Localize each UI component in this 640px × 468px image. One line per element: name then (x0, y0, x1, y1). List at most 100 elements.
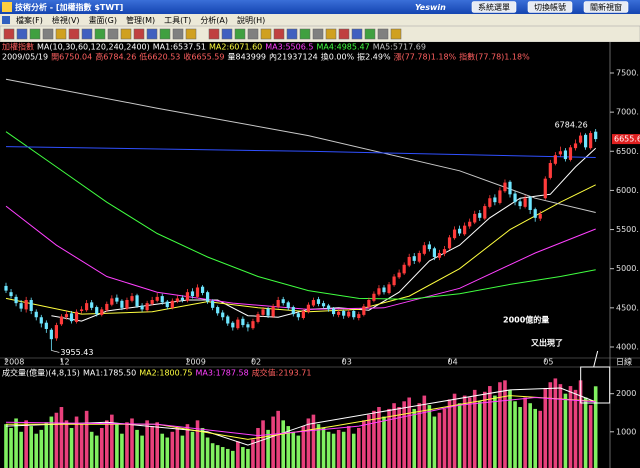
candle-body (488, 198, 492, 207)
candle-body (95, 307, 99, 315)
candle-body (427, 244, 431, 250)
candle-body (120, 300, 124, 308)
volume-bar (200, 427, 205, 468)
candle-body (563, 150, 568, 160)
toolbar-icon[interactable] (81, 28, 93, 40)
legend-item: MA2:1800.75 (139, 369, 192, 378)
volume-bar (452, 393, 457, 468)
legend-item: 指數(77.78)1.18% (459, 52, 530, 62)
volume-bar (251, 439, 255, 468)
x-tick-label: 04 (448, 358, 458, 367)
y-tick-label: 6000. (616, 186, 639, 195)
volume-bar (427, 405, 432, 468)
toolbar-icon[interactable] (120, 28, 132, 40)
menu-item[interactable]: 檔案(F) (16, 15, 43, 25)
candle-body (115, 297, 119, 302)
volume-bar (417, 403, 422, 468)
toolbar-icon[interactable] (299, 28, 311, 40)
volume-bar (538, 410, 543, 468)
window-button-label[interactable]: 切換帳號 (534, 2, 566, 12)
candle-body (493, 197, 497, 203)
toolbar-icon[interactable] (29, 28, 41, 40)
toolbar-icon[interactable] (234, 28, 246, 40)
candle-body (332, 308, 336, 315)
window-button[interactable] (583, 1, 629, 13)
toolbar-icon[interactable] (273, 28, 285, 40)
candle-body (326, 305, 331, 310)
candle-body (216, 307, 220, 314)
volume-bar (341, 431, 346, 468)
volume-bar (74, 416, 79, 468)
legend-item: MA5:5717.69 (373, 43, 426, 52)
volume-bar (261, 420, 265, 468)
candle-body (80, 309, 84, 311)
volume-bar (498, 382, 502, 468)
candle-body (306, 304, 310, 312)
volume-bar (281, 420, 285, 468)
volume-bar (568, 386, 573, 468)
toolbar-icon[interactable] (16, 28, 28, 40)
candle-body (14, 296, 18, 304)
ma-line (5, 146, 596, 158)
legend-item: MA1:1785.50 (83, 369, 136, 378)
toolbar-icon[interactable] (172, 28, 184, 40)
x-tick-label: 2008 (4, 358, 24, 367)
toolbar-icon[interactable] (390, 28, 402, 40)
candle-body (195, 287, 200, 297)
candle-body (281, 299, 285, 304)
candle-body (276, 300, 280, 308)
toolbar-icon[interactable] (94, 28, 106, 40)
volume-bar (246, 448, 250, 468)
candle-body (59, 316, 64, 325)
legend-item: 2009/05/19 (2, 53, 48, 62)
volume-bar (210, 443, 215, 468)
toolbar-icon[interactable] (208, 28, 220, 40)
low-label: 3955.43 (60, 348, 93, 357)
toolbar-icon[interactable] (338, 28, 350, 40)
candle-body (165, 301, 169, 308)
toolbar-icon[interactable] (55, 28, 67, 40)
volume-bar (266, 429, 270, 468)
volume-bar (180, 435, 185, 468)
toolbar-icon[interactable] (68, 28, 80, 40)
toolbar-icon[interactable] (260, 28, 272, 40)
toolbar-icon[interactable] (159, 28, 171, 40)
menu-item[interactable]: 說明(H) (237, 15, 265, 25)
toolbar-icon[interactable] (286, 28, 298, 40)
candle-body (347, 311, 351, 317)
volume-bar (44, 422, 49, 468)
toolbar-icon[interactable] (107, 28, 119, 40)
toolbar-icon[interactable] (351, 28, 363, 40)
window-button[interactable] (527, 1, 573, 13)
candle-body (286, 302, 290, 308)
toolbar-icon[interactable] (377, 28, 389, 40)
volume-bar (523, 397, 527, 468)
menu-item[interactable]: 工具(T) (164, 16, 191, 25)
candle-body (266, 308, 270, 316)
toolbar-icon[interactable] (312, 28, 324, 40)
volume-bar (593, 386, 598, 468)
toolbar-icon[interactable] (133, 28, 145, 40)
window-button-label[interactable]: 關新視窗 (590, 2, 622, 12)
candle-body (261, 309, 265, 315)
menu-item[interactable]: 管理(M) (126, 15, 155, 25)
menu-item[interactable]: 檢視(V) (52, 15, 80, 25)
candle-body (160, 296, 164, 303)
menu-item[interactable]: 畫面(G) (89, 15, 117, 25)
candle-body (316, 299, 321, 304)
volume-bar (528, 403, 532, 468)
candle-body (387, 284, 391, 293)
toolbar-icon[interactable] (42, 28, 54, 40)
toolbar-icon[interactable] (146, 28, 158, 40)
volume-bar (105, 420, 109, 468)
toolbar-icon[interactable] (221, 28, 233, 40)
window-button-label[interactable]: 系統選單 (478, 2, 510, 12)
menu-item[interactable]: 分析(A) (200, 15, 228, 25)
toolbar-icon[interactable] (364, 28, 376, 40)
toolbar-icon[interactable] (3, 28, 15, 40)
toolbar-icon[interactable] (325, 28, 337, 40)
candle-body (301, 310, 305, 319)
toolbar-icon[interactable] (185, 28, 197, 40)
toolbar-icon[interactable] (247, 28, 259, 40)
window-button[interactable] (471, 1, 517, 13)
